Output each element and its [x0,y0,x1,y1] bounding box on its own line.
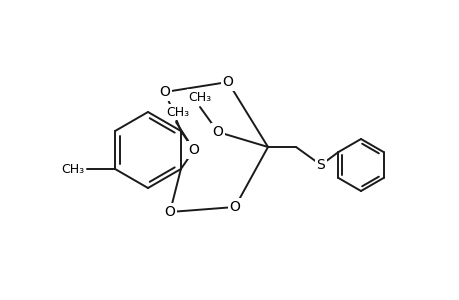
Text: CH₃: CH₃ [188,91,211,103]
Text: O: O [212,125,223,139]
Text: O: O [222,75,233,89]
Text: O: O [188,143,199,157]
Text: O: O [229,200,240,214]
Text: O: O [164,205,175,219]
Text: CH₃: CH₃ [166,106,189,118]
Text: O: O [159,85,170,99]
Text: CH₃: CH₃ [61,163,84,176]
Text: S: S [316,158,325,172]
